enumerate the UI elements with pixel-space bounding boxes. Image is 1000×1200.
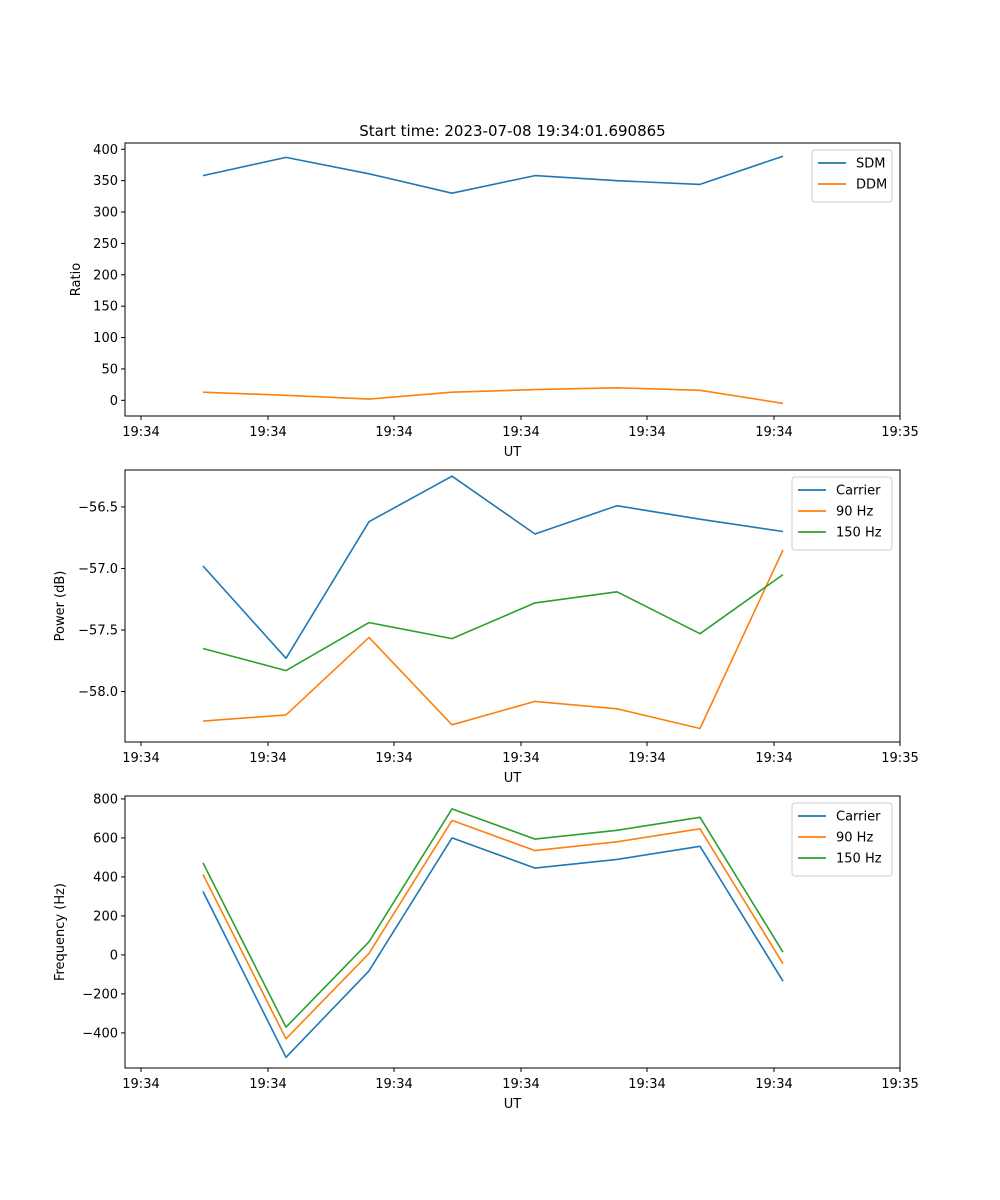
axes-frame: [124, 469, 901, 743]
y-tick-label: 400: [93, 143, 118, 158]
y-tick-label: 300: [93, 206, 118, 221]
legend-entry: 90 Hz: [836, 505, 873, 520]
x-axis-label: UT: [504, 771, 522, 786]
y-axis-label: Frequency (Hz): [53, 883, 68, 981]
y-tick-label: 200: [93, 268, 118, 283]
y-tick-label: 250: [93, 237, 118, 252]
legend-entry: Carrier: [836, 810, 881, 825]
y-tick-label: −56.5: [78, 500, 118, 515]
x-tick-label: 19:34: [628, 751, 665, 766]
legend-entry: 90 Hz: [836, 831, 873, 846]
x-tick-label: 19:34: [249, 425, 286, 440]
series-line-carrier: [202, 475, 784, 660]
x-tick-label: 19:34: [375, 425, 412, 440]
x-tick-label: 19:35: [881, 1077, 918, 1092]
plot-area: [125, 796, 900, 1068]
x-tick-label: 19:34: [628, 1077, 665, 1092]
y-tick-label: −58.0: [78, 685, 118, 700]
legend-entry: Carrier: [836, 484, 881, 499]
legend: SDM DDM: [811, 149, 893, 203]
x-axis-label: UT: [504, 1097, 522, 1112]
plot-area: [125, 470, 900, 742]
panels: 19:34 19:34 19:34 19:34 19:34 19:34 19:35 UT 0 50…: [53, 142, 919, 1112]
y-tick-label: 150: [93, 300, 118, 315]
y-axis-label: Power (dB): [53, 571, 68, 642]
chart-panel-1: 19:34 19:34 19:34 19:34 19:34 19:34 19:35 UT 0 50…: [69, 142, 919, 460]
x-tick-label: 19:34: [502, 425, 539, 440]
x-tick-label: 19:34: [249, 751, 286, 766]
y-tick-label: 800: [93, 792, 118, 807]
axes-frame: [124, 142, 901, 417]
y-tick-label: 50: [101, 362, 118, 377]
series-line-sdm: [202, 155, 784, 194]
y-tick-label: 0: [110, 948, 118, 963]
y-tick-label: −57.0: [78, 562, 118, 577]
y-tick-label: −400: [82, 1026, 118, 1041]
y-tick-label: −200: [82, 987, 118, 1002]
series-line-90-hz: [202, 549, 784, 730]
series-line-carrier: [202, 837, 784, 1059]
y-tick-label: 100: [93, 331, 118, 346]
x-tick-label: 19:34: [502, 1077, 539, 1092]
legend-entry: DDM: [856, 178, 887, 193]
y-axis-label: Ratio: [69, 263, 84, 296]
x-tick-label: 19:34: [502, 751, 539, 766]
y-tick-label: 200: [93, 909, 118, 924]
y-tick-label: 400: [93, 870, 118, 885]
x-tick-label: 19:34: [628, 425, 665, 440]
figure-title: Start time: 2023-07-08 19:34:01.690865: [359, 122, 665, 140]
chart-panel-2: 19:34 19:34 19:34 19:34 19:34 19:34 19:35 UT −58…: [53, 469, 919, 786]
x-tick-label: 19:34: [122, 1077, 159, 1092]
series-line-ddm: [202, 386, 784, 405]
x-tick-label: 19:35: [881, 425, 918, 440]
x-tick-label: 19:34: [375, 1077, 412, 1092]
x-tick-label: 19:35: [881, 751, 918, 766]
legend: Carrier 90 Hz 150 Hz: [791, 802, 893, 877]
x-tick-label: 19:34: [122, 751, 159, 766]
y-tick-label: 350: [93, 174, 118, 189]
x-tick-label: 19:34: [122, 425, 159, 440]
plot-area: [125, 143, 900, 416]
chart-panel-3: 19:34 19:34 19:34 19:34 19:34 19:34 19:35 UT −40…: [53, 792, 919, 1112]
x-tick-label: 19:34: [755, 751, 792, 766]
series-line-90-hz: [202, 819, 784, 1040]
y-tick-label: 600: [93, 831, 118, 846]
x-tick-label: 19:34: [755, 425, 792, 440]
series-line-150-hz: [202, 573, 784, 672]
series-line-150-hz: [202, 808, 784, 1028]
x-tick-label: 19:34: [249, 1077, 286, 1092]
x-tick-label: 19:34: [375, 751, 412, 766]
x-axis-label: UT: [504, 445, 522, 460]
legend: Carrier 90 Hz 150 Hz: [791, 476, 893, 551]
y-tick-label: −57.5: [78, 624, 118, 639]
legend-entry: 150 Hz: [836, 526, 882, 541]
y-tick-label: 0: [110, 394, 118, 409]
x-tick-label: 19:34: [755, 1077, 792, 1092]
axes-frame: [124, 795, 901, 1069]
legend-entry: SDM: [856, 157, 885, 172]
legend-entry: 150 Hz: [836, 852, 882, 867]
